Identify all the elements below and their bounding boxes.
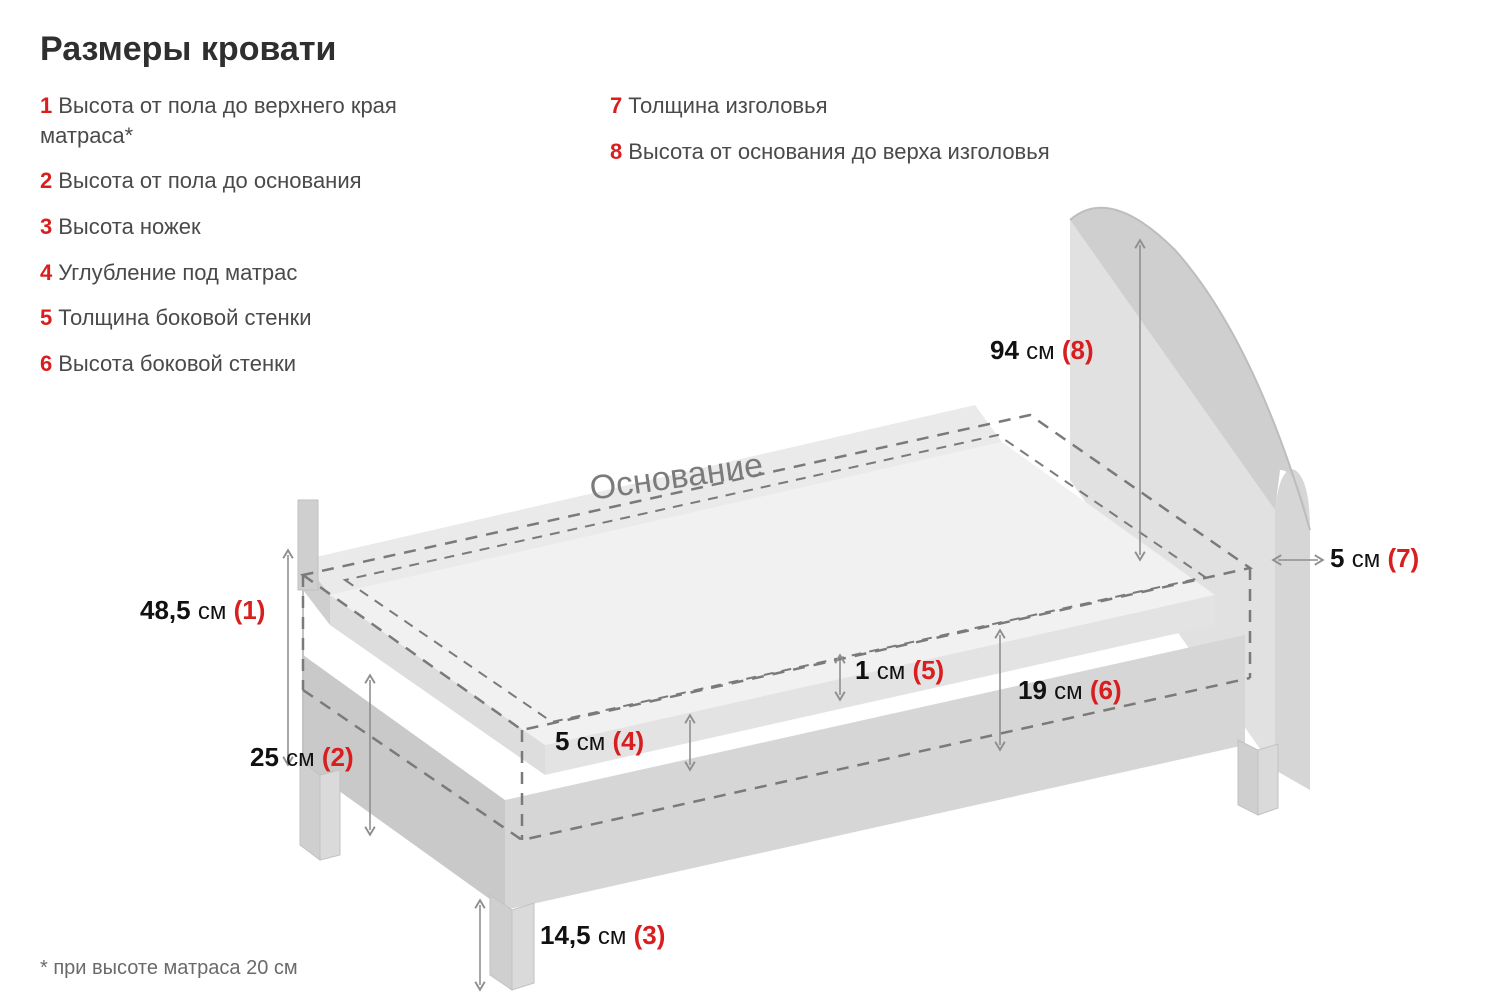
foot-rail-front	[303, 655, 505, 910]
legend-text: Высота ножек	[58, 214, 200, 239]
legend-text: Толщина боковой стенки	[58, 305, 311, 330]
base-label: Основание	[587, 446, 765, 509]
legend-text: Высота боковой стенки	[58, 351, 296, 376]
page-title: Размеры кровати	[40, 30, 1460, 69]
measure-5: 1 см (5)	[855, 655, 944, 686]
legend-text: Углубление под матрас	[58, 260, 297, 285]
measure-8: 94 см (8)	[990, 335, 1094, 366]
legend-col-1: 1Высота от пола до верхнего края матраса…	[40, 91, 480, 395]
measure-7: 5 см (7)	[1330, 543, 1419, 574]
bed-legs	[298, 500, 1278, 990]
legend-num: 4	[40, 260, 52, 285]
legend-text: Толщина изголовья	[628, 93, 827, 118]
legend-item: 1Высота от пола до верхнего края матраса…	[40, 91, 480, 150]
mattress-front	[330, 595, 545, 775]
legend: 1Высота от пола до верхнего края матраса…	[40, 91, 1460, 395]
measure-2: 25 см (2)	[250, 742, 354, 773]
measure-3: 14,5 см (3)	[540, 920, 665, 951]
legend-item: 2Высота от пола до основания	[40, 166, 480, 196]
legend-item: 6Высота боковой стенки	[40, 349, 480, 379]
measure-6: 19 см (6)	[1018, 675, 1122, 706]
legend-num: 8	[610, 139, 622, 164]
legend-col-2: 7Толщина изголовья 8Высота от основания …	[610, 91, 1050, 395]
legend-item: 7Толщина изголовья	[610, 91, 1050, 121]
legend-text: Высота от пола до основания	[58, 168, 361, 193]
legend-num: 3	[40, 214, 52, 239]
legend-num: 7	[610, 93, 622, 118]
legend-text: Высота от основания до верха изголовья	[628, 139, 1049, 164]
legend-item: 4Углубление под матрас	[40, 258, 480, 288]
measure-1: 48,5 см (1)	[140, 595, 265, 626]
legend-num: 1	[40, 93, 52, 118]
footnote: * при высоте матраса 20 см	[40, 957, 298, 980]
legend-num: 6	[40, 351, 52, 376]
legend-item: 5Толщина боковой стенки	[40, 303, 480, 333]
legend-num: 5	[40, 305, 52, 330]
frame-rim-left	[303, 560, 330, 625]
legend-num: 2	[40, 168, 52, 193]
legend-item: 3Высота ножек	[40, 212, 480, 242]
measure-4: 5 см (4)	[555, 726, 644, 757]
legend-item: 8Высота от основания до верха изголовья	[610, 137, 1050, 167]
legend-text: Высота от пола до верхнего края матраса*	[40, 93, 397, 148]
